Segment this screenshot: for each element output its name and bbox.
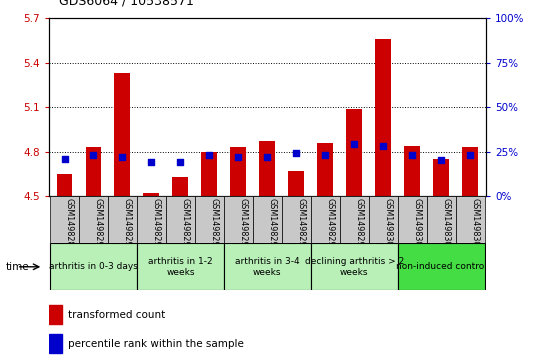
Text: arthritis in 3-4
weeks: arthritis in 3-4 weeks [235,257,300,277]
Text: GSM1498298: GSM1498298 [325,198,334,252]
Bar [427,196,456,243]
Point [176,159,185,165]
Text: GSM1498295: GSM1498295 [238,198,247,252]
Bar [369,196,397,243]
Bar [282,196,310,243]
Bar [456,196,484,243]
Text: GSM1498300: GSM1498300 [383,198,392,252]
Text: arthritis in 0-3 days: arthritis in 0-3 days [49,262,138,271]
Bar [340,196,369,243]
Bar [433,159,449,196]
Bar [49,334,62,353]
Text: GSM1498290: GSM1498290 [93,198,103,252]
Bar [166,196,195,243]
Text: non-induced control: non-induced control [396,262,487,271]
Bar [79,196,108,243]
Bar [85,147,102,196]
Point [118,154,127,160]
Bar [172,177,188,196]
Bar [114,73,131,196]
Bar [318,143,333,196]
Point [408,152,416,158]
Text: GSM1498291: GSM1498291 [123,198,131,252]
Bar [108,196,137,243]
Point [234,154,242,160]
Text: time: time [5,262,29,272]
Bar [404,146,420,196]
Point [292,150,301,156]
Point [465,152,474,158]
Bar [310,243,397,290]
Bar [310,196,340,243]
Text: GSM1498297: GSM1498297 [296,198,305,252]
Bar [144,193,159,196]
Bar [259,141,275,196]
Point [437,158,445,163]
Text: GSM1498292: GSM1498292 [151,198,160,252]
Bar [231,147,246,196]
Text: arthritis in 1-2
weeks: arthritis in 1-2 weeks [148,257,213,277]
Point [60,156,69,162]
Bar [375,39,391,196]
Text: GSM1498293: GSM1498293 [180,198,190,252]
Text: GSM1498289: GSM1498289 [65,198,73,252]
Text: declining arthritis > 2
weeks: declining arthritis > 2 weeks [305,257,404,277]
Bar [288,171,304,196]
Point [147,159,156,165]
Bar [137,243,224,290]
Bar [224,243,310,290]
Point [379,143,388,149]
Point [321,152,329,158]
Bar [50,243,137,290]
Text: GSM1498301: GSM1498301 [412,198,421,252]
Point [89,152,98,158]
Point [205,152,214,158]
Bar [195,196,224,243]
Text: GSM1498299: GSM1498299 [354,198,363,252]
Text: percentile rank within the sample: percentile rank within the sample [68,339,244,348]
Bar [346,109,362,196]
Text: GDS6064 / 10538571: GDS6064 / 10538571 [59,0,194,7]
Bar [57,174,72,196]
Bar [50,196,79,243]
Bar [224,196,253,243]
Bar [49,305,62,324]
Bar [137,196,166,243]
Text: GSM1498303: GSM1498303 [470,198,479,252]
Text: GSM1498302: GSM1498302 [441,198,450,252]
Bar [201,152,217,196]
Bar [397,196,427,243]
Bar [462,147,478,196]
Point [350,142,359,147]
Text: GSM1498294: GSM1498294 [210,198,218,252]
Text: transformed count: transformed count [68,310,165,319]
Bar [253,196,282,243]
Text: GSM1498296: GSM1498296 [267,198,276,252]
Bar [397,243,484,290]
Point [263,154,272,160]
